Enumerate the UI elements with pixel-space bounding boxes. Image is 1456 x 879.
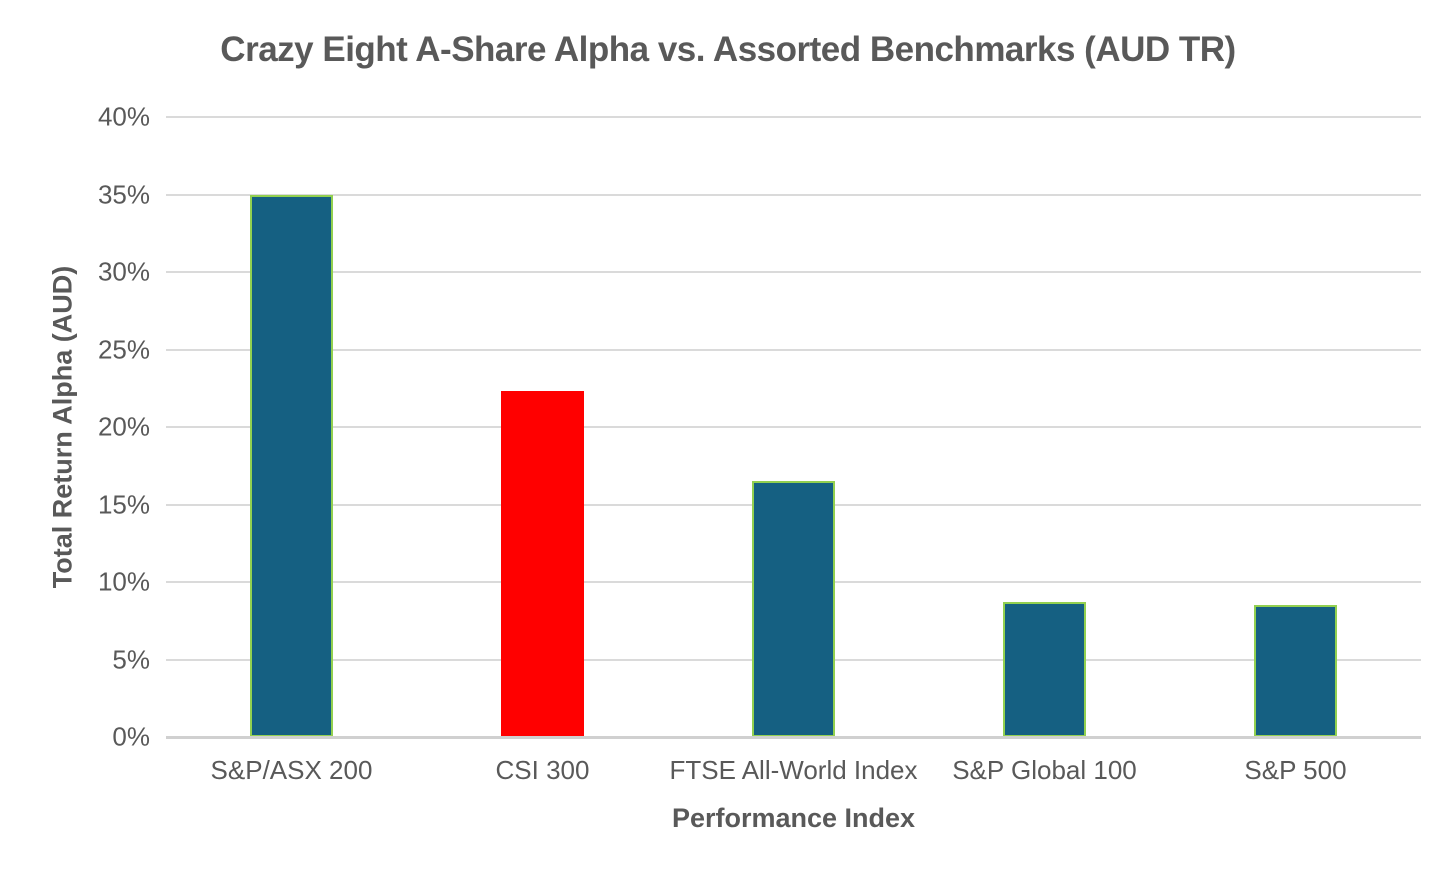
y-tick-label: 30% bbox=[97, 256, 150, 287]
gridline bbox=[166, 348, 1421, 351]
bar-s-p-500 bbox=[1254, 605, 1337, 737]
y-tick-label: 40% bbox=[97, 101, 150, 132]
x-category-label: CSI 300 bbox=[495, 755, 590, 785]
bar-csi-300 bbox=[501, 391, 584, 737]
y-tick-label: 0% bbox=[112, 721, 150, 752]
chart-title: Crazy Eight A-Share Alpha vs. Assorted B… bbox=[220, 30, 1236, 69]
gridline bbox=[166, 116, 1421, 118]
gridline bbox=[166, 426, 1421, 428]
y-tick-label: 10% bbox=[97, 566, 150, 597]
y-tick-label: 5% bbox=[112, 644, 150, 674]
x-category-label: S&P/ASX 200 bbox=[210, 755, 373, 785]
bar-s-p-asx-200 bbox=[250, 194, 333, 737]
plot-area bbox=[166, 116, 1421, 739]
y-tick-label: 25% bbox=[97, 334, 150, 364]
bar-s-p-global-100 bbox=[1003, 602, 1086, 737]
x-category-label: S&P 500 bbox=[1244, 755, 1347, 785]
y-tick-label: 20% bbox=[97, 411, 150, 442]
x-axis-line bbox=[166, 736, 1421, 739]
x-category-label: S&P Global 100 bbox=[952, 755, 1137, 785]
x-axis-title: Performance Index bbox=[671, 803, 916, 833]
bar-ftse-all-world-index bbox=[752, 481, 835, 737]
gridline bbox=[166, 271, 1421, 273]
y-tick-label: 15% bbox=[97, 489, 150, 519]
y-tick-label: 35% bbox=[97, 179, 150, 209]
x-category-label: FTSE All-World Index bbox=[669, 755, 918, 785]
gridline bbox=[166, 193, 1421, 196]
